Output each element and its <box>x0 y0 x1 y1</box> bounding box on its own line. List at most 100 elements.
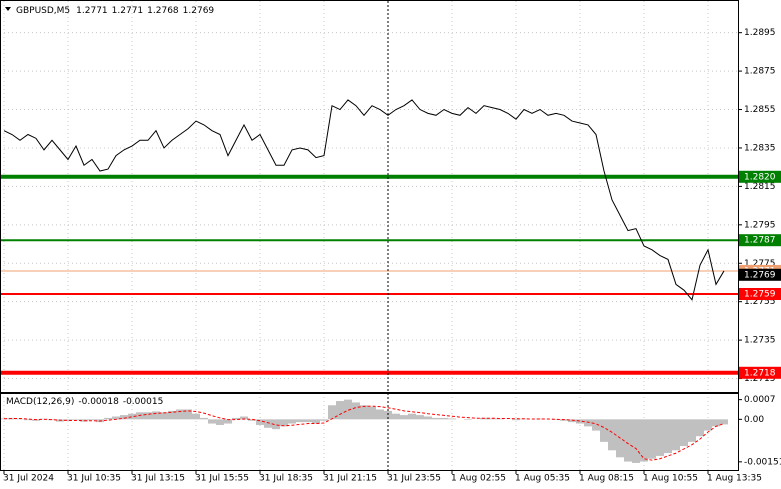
menu-triangle <box>5 7 11 11</box>
macd-bar <box>240 416 248 420</box>
macd-bar <box>640 419 648 462</box>
macd-bar <box>208 419 216 424</box>
macd-y-tick-label: -0.00151 <box>744 457 781 467</box>
macd-bar <box>16 418 24 420</box>
macd-bar <box>216 419 224 425</box>
macd-bar <box>152 411 160 420</box>
macd-bar <box>184 409 192 420</box>
macd-bar <box>304 419 312 423</box>
macd-bar <box>64 419 72 421</box>
macd-bar <box>680 419 688 447</box>
macd-bar <box>160 412 168 420</box>
main-pane-border <box>0 0 739 393</box>
macd-main: -0.00018 <box>78 397 119 407</box>
y-tick-label: 1.2815 <box>744 182 776 192</box>
level-label: 1.2787 <box>744 236 776 246</box>
level-label: 1.2759 <box>744 290 776 300</box>
macd-bar <box>568 419 576 423</box>
macd-bar <box>280 419 288 427</box>
macd-signal: -0.00015 <box>123 397 163 407</box>
y-tick-label: 1.2735 <box>744 336 776 346</box>
level-label: 1.2820 <box>744 172 776 182</box>
macd-bar <box>360 405 368 420</box>
macd-bar <box>120 415 128 420</box>
macd-bar <box>552 419 560 420</box>
x-tick-label: 1 Aug 10:55 <box>643 474 698 484</box>
macd-bar <box>392 413 400 420</box>
y-tick-label: 1.2755 <box>744 297 776 307</box>
macd-bar <box>88 419 96 421</box>
macd-bar <box>448 418 456 420</box>
macd-bar <box>384 410 392 420</box>
x-tick-label: 31 Jul 21:15 <box>323 474 377 484</box>
macd-bar <box>632 419 640 463</box>
high: 1.2771 <box>112 6 144 16</box>
x-tick-label: 31 Jul 13:15 <box>131 474 185 484</box>
symbol: GBPUSD,M5 <box>16 6 70 16</box>
macd-bar <box>416 415 424 420</box>
x-tick-label: 31 Jul 18:35 <box>259 474 313 484</box>
level-label-box <box>739 170 781 183</box>
y-tick-label: 1.2715 <box>744 374 776 384</box>
macd-bar <box>256 419 264 425</box>
macd-bar <box>288 419 296 424</box>
y-tick-label: 1.2795 <box>744 220 776 230</box>
macd-signal-line <box>3 405 725 461</box>
macd-bar <box>8 417 16 420</box>
macd-bar <box>72 419 80 420</box>
macd-bar <box>536 418 544 420</box>
macd-bar <box>264 419 272 428</box>
macd-bar <box>424 416 432 420</box>
macd-bar <box>272 419 280 430</box>
macd-bar <box>696 419 704 437</box>
macd-bar <box>720 419 728 425</box>
macd-bar <box>344 399 352 420</box>
level-label-box <box>739 366 781 379</box>
macd-bar <box>168 410 176 420</box>
macd-bar <box>496 418 504 420</box>
y-tick-label: 1.2835 <box>744 143 776 153</box>
y-tick-label: 1.2775 <box>744 259 776 269</box>
macd-bar <box>176 409 184 420</box>
price-line <box>3 99 725 301</box>
level-label: 1.2718 <box>744 368 776 378</box>
macd-bar <box>400 415 408 420</box>
macd-y-tick-label: 0.00 <box>744 415 764 425</box>
level-label-box <box>739 268 781 281</box>
macd-bar <box>200 417 208 420</box>
macd-bar <box>712 419 720 427</box>
macd-bar <box>112 416 120 420</box>
macd-bar <box>704 419 712 431</box>
close: 1.2769 <box>183 6 215 16</box>
macd-bar <box>104 417 112 420</box>
level-label-box <box>739 288 781 300</box>
macd-bar <box>512 419 520 421</box>
macd-bar <box>128 413 136 420</box>
x-tick-label: 1 Aug 13:35 <box>707 474 762 484</box>
x-tick-label: 31 Jul 2024 <box>3 474 54 484</box>
macd-bar <box>248 419 256 421</box>
macd-bar <box>576 419 584 424</box>
macd-bar <box>688 419 696 442</box>
macd-bar <box>488 418 496 420</box>
macd-bar <box>296 419 304 423</box>
x-tick-label: 31 Jul 23:55 <box>387 474 441 484</box>
level-label-box <box>739 234 781 247</box>
macd-bar <box>408 413 416 420</box>
x-tick-label: 1 Aug 08:15 <box>579 474 634 484</box>
x-tick-label: 1 Aug 02:55 <box>451 474 506 484</box>
macd-name: MACD(12,26,9) <box>6 397 74 407</box>
y-tick-label: 1.2895 <box>744 28 776 38</box>
macd-bar <box>320 419 328 421</box>
macd-bar <box>664 419 672 454</box>
macd-bar <box>192 413 200 420</box>
macd-bar <box>608 419 616 451</box>
macd-bar <box>464 419 472 420</box>
macd-bar <box>0 418 8 420</box>
x-tick-label: 31 Jul 15:55 <box>195 474 249 484</box>
macd-bar <box>144 412 152 420</box>
macd-bar <box>224 419 232 424</box>
macd-bar <box>48 419 56 421</box>
